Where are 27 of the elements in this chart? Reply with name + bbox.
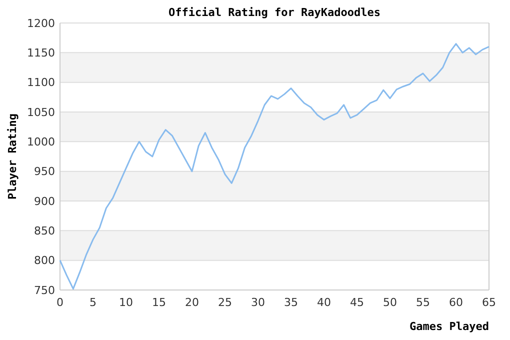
x-tick-label: 65 (482, 296, 496, 309)
x-tick-label: 5 (90, 296, 96, 309)
x-tick-label: 25 (218, 296, 232, 309)
y-tick-label: 1200 (27, 16, 55, 30)
y-tick-label: 750 (34, 284, 55, 297)
y-tick-label: 800 (34, 254, 55, 268)
x-tick-label: 60 (449, 296, 463, 309)
x-tick-label: 30 (251, 296, 265, 309)
y-tick-label: 900 (34, 194, 55, 208)
y-tick-label: 1100 (27, 76, 55, 90)
x-axis-title: Games Played (410, 320, 489, 333)
y-tick-label: 1150 (27, 46, 55, 60)
y-tick-label: 950 (34, 165, 55, 178)
x-tick-label: 55 (416, 296, 430, 309)
x-tick-label: 45 (350, 296, 364, 309)
y-tick-label: 1000 (27, 136, 55, 149)
x-tick-label: 50 (383, 296, 397, 309)
x-tick-label: 40 (317, 296, 331, 309)
x-tick-label: 15 (152, 296, 166, 309)
x-tick-label: 0 (56, 296, 64, 309)
y-tick-label: 1050 (27, 106, 55, 119)
y-axis-title: Player Rating (6, 113, 19, 200)
chart-title: Official Rating for RayKadoodles (168, 6, 380, 19)
x-tick-label: 20 (185, 296, 199, 309)
x-tick-label: 35 (284, 296, 298, 309)
y-tick-label: 850 (34, 224, 55, 238)
x-tick-label: 10 (119, 296, 133, 309)
